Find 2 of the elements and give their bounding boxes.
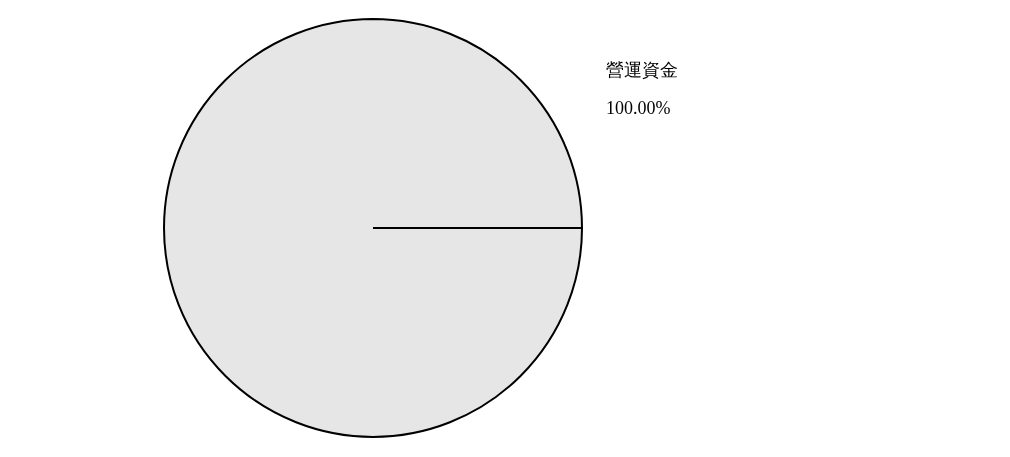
data-label: 100.00%	[606, 97, 671, 118]
slice-label: 營運資金	[606, 59, 678, 80]
